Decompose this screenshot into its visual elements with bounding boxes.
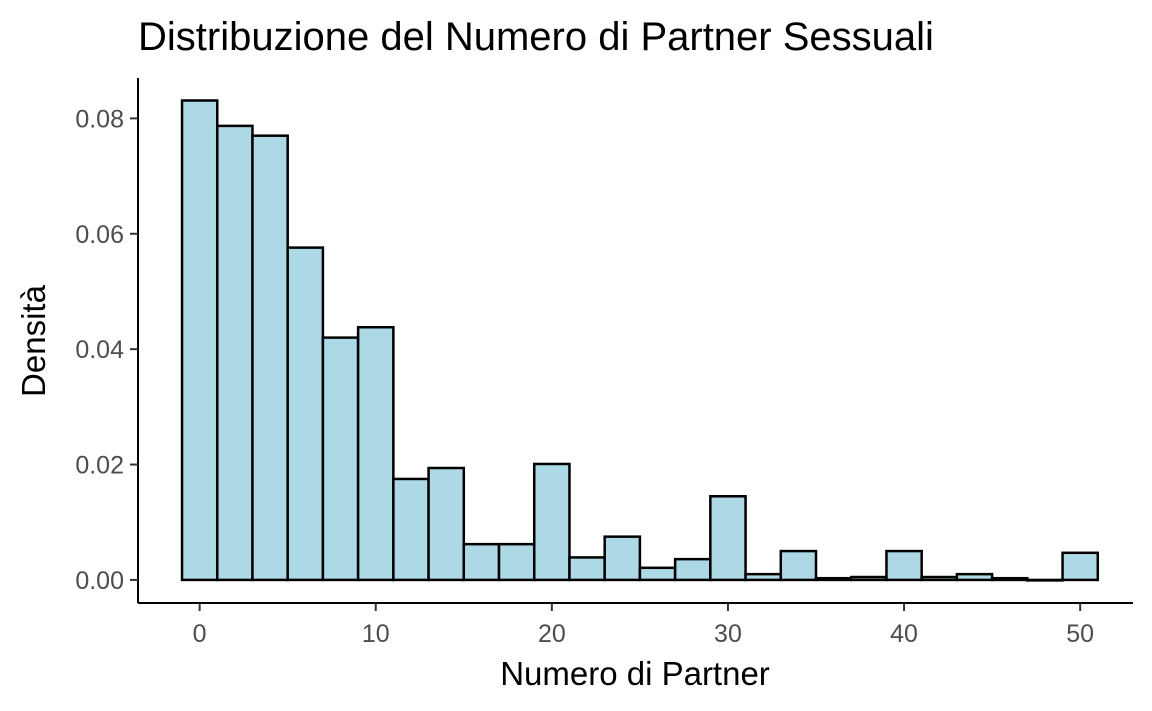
x-ticks-group: 0 10 20 30 40 50 <box>193 603 1094 648</box>
y-tick-label: 0.04 <box>75 336 124 364</box>
histogram-bar <box>1063 553 1098 580</box>
histogram-bar <box>886 551 921 580</box>
x-axis-title: Numero di Partner <box>500 655 770 692</box>
histogram-bar <box>569 557 604 580</box>
histogram-bar <box>851 577 886 580</box>
histogram-bar <box>393 479 428 580</box>
histogram-bar <box>217 126 252 580</box>
y-tick-label: 0.08 <box>75 105 124 133</box>
histogram-bar <box>323 338 358 580</box>
y-tick-label: 0.00 <box>75 567 124 595</box>
histogram-bar <box>252 136 287 580</box>
x-tick-label: 0 <box>193 620 207 648</box>
y-tick-label: 0.06 <box>75 221 124 249</box>
x-tick-label: 50 <box>1066 620 1094 648</box>
histogram-bar <box>534 464 569 580</box>
y-axis-title: Densità <box>15 284 52 397</box>
histogram-bar <box>640 568 675 580</box>
histogram-bar <box>605 537 640 580</box>
histogram-bar <box>182 101 217 580</box>
histogram-bar <box>992 578 1027 580</box>
x-tick-label: 40 <box>890 620 918 648</box>
histogram-bar <box>675 559 710 580</box>
bars-group <box>182 101 1098 581</box>
chart-title: Distribuzione del Numero di Partner Sess… <box>138 15 934 59</box>
x-tick-label: 30 <box>714 620 742 648</box>
histogram-bar <box>746 574 781 580</box>
histogram-bar <box>464 544 499 580</box>
y-ticks-group: 0.00 0.02 0.04 0.06 0.08 <box>75 105 138 595</box>
histogram-bar <box>957 574 992 580</box>
x-tick-label: 20 <box>538 620 566 648</box>
y-tick-label: 0.02 <box>75 452 124 480</box>
histogram-bar <box>288 248 323 580</box>
histogram-bar <box>816 578 851 580</box>
histogram-bar <box>429 468 464 580</box>
histogram-bar <box>922 577 957 580</box>
histogram-bar <box>1027 580 1062 581</box>
histogram-bar <box>358 327 393 580</box>
histogram-bar <box>781 551 816 580</box>
x-tick-label: 10 <box>362 620 390 648</box>
histogram-bar <box>499 544 534 580</box>
histogram-bar <box>710 496 745 580</box>
